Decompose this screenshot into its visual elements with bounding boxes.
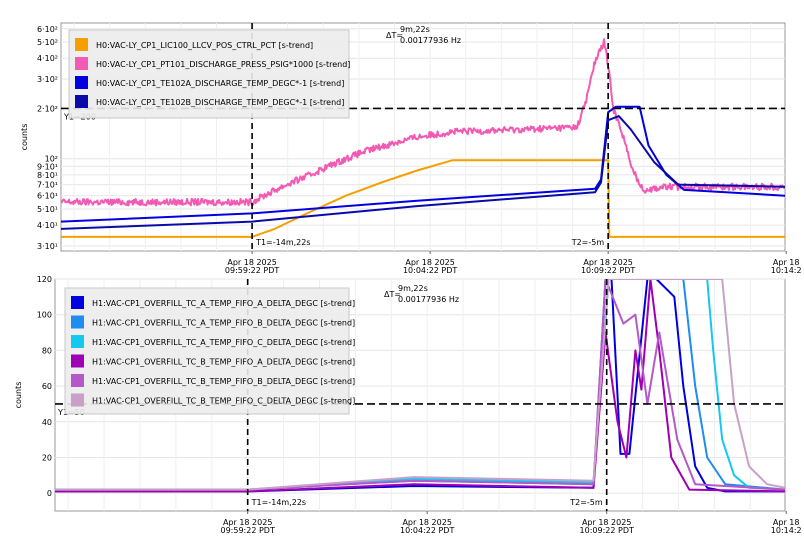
y-tick-label: 120 bbox=[37, 275, 52, 284]
t1-cursor-label: T1=-14m,22s bbox=[255, 238, 310, 247]
y-tick-label: 4·10² bbox=[37, 54, 58, 63]
y-tick-label: 10² bbox=[45, 155, 58, 164]
y-tick-label: 9·10¹ bbox=[37, 162, 58, 171]
x-tick-label: Apr 18 2025 bbox=[227, 258, 276, 267]
legend-entry: H0:VAC-LY_CP1_TE102B_DISCHARGE_TEMP_DEGC… bbox=[96, 98, 344, 107]
x-tick-label: Apr 18 2025 bbox=[223, 518, 272, 527]
x-tick-label: Apr 18 bbox=[773, 518, 800, 527]
y-tick-label: 3·10² bbox=[37, 75, 58, 84]
legend-entry: H1:VAC-CP1_OVERFILL_TC_B_TEMP_FIFO_B_DEL… bbox=[92, 377, 355, 386]
y-axis-label: counts bbox=[20, 124, 29, 151]
x-tick-label: 09:59:22 PDT bbox=[221, 526, 275, 535]
y-tick-label: 100 bbox=[37, 311, 52, 320]
legend-entry: H1:VAC-CP1_OVERFILL_TC_B_TEMP_FIFO_C_DEL… bbox=[92, 397, 355, 406]
x-tick-label: 10:14:2 bbox=[771, 266, 802, 275]
y-tick-label: 3·10¹ bbox=[37, 242, 58, 251]
series-group bbox=[61, 38, 785, 238]
legend: H0:VAC-LY_CP1_LIC100_LLCV_POS_CTRL_PCT [… bbox=[68, 29, 350, 119]
x-tick-label: 10:09:22 PDT bbox=[581, 266, 635, 275]
delta-f-value: 0.00177936 Hz bbox=[398, 295, 459, 304]
y-tick-label: 60 bbox=[42, 382, 52, 391]
legend-entry: H1:VAC-CP1_OVERFILL_TC_A_TEMP_FIFO_A_DEL… bbox=[92, 299, 355, 308]
series-line bbox=[55, 279, 785, 491]
legend-swatch[interactable] bbox=[75, 57, 88, 70]
y-tick-label: 2·10² bbox=[37, 104, 58, 113]
y-axis-label: counts bbox=[14, 382, 23, 409]
delta-t-label: ΔT= bbox=[384, 290, 401, 299]
y-tick-label: 6·10² bbox=[37, 25, 58, 34]
y-tick-label: 7·10¹ bbox=[37, 181, 58, 190]
legend-swatch[interactable] bbox=[71, 374, 84, 387]
delta-t-value: 9m,22s bbox=[398, 284, 428, 293]
delta-t-value: 9m,22s bbox=[400, 25, 430, 34]
legend-entry: H0:VAC-LY_CP1_TE102A_DISCHARGE_TEMP_DEGC… bbox=[96, 79, 344, 88]
x-tick-label: 10:04:22 PDT bbox=[400, 526, 454, 535]
legend: H1:VAC-CP1_OVERFILL_TC_A_TEMP_FIFO_A_DEL… bbox=[64, 287, 355, 415]
top-plot-panel: 6·10² 5·10² 4·10² 3·10² 2·10² 10²9·10¹8·10¹7·… bbox=[20, 22, 802, 275]
legend-box bbox=[68, 29, 350, 119]
y-tick-label: 20 bbox=[42, 453, 52, 462]
y-tick-label: 40 bbox=[42, 418, 52, 427]
series-line bbox=[55, 279, 785, 493]
t1-cursor-label: T1=-14m,22s bbox=[251, 498, 306, 507]
legend-entry: H0:VAC-LY_CP1_PT101_DISCHARGE_PRESS_PSIG… bbox=[96, 60, 350, 69]
y-tick-label: 0 bbox=[47, 489, 52, 498]
y-tick-label: 80 bbox=[42, 346, 52, 355]
legend-swatch[interactable] bbox=[71, 393, 84, 407]
y-tick-label: 5·10¹ bbox=[37, 205, 58, 214]
delta-f-value: 0.00177936 Hz bbox=[400, 36, 461, 45]
x-tick-label: Apr 18 2025 bbox=[582, 518, 631, 527]
legend-swatch[interactable] bbox=[75, 38, 88, 51]
legend-swatch[interactable] bbox=[75, 95, 88, 108]
x-tick-label: 10:04:22 PDT bbox=[403, 266, 457, 275]
t2-cursor-label: T2=-5m bbox=[571, 238, 605, 247]
legend-swatch[interactable] bbox=[71, 354, 84, 368]
legend-entry: H0:VAC-LY_CP1_LIC100_LLCV_POS_CTRL_PCT [… bbox=[96, 41, 313, 50]
series-line bbox=[61, 38, 785, 207]
x-tick-label: 10:14:2 bbox=[771, 526, 802, 535]
legend-swatch[interactable] bbox=[71, 335, 84, 348]
legend-entry: H1:VAC-CP1_OVERFILL_TC_A_TEMP_FIFO_B_DEL… bbox=[92, 319, 355, 328]
y-tick-label: 6·10¹ bbox=[37, 192, 58, 201]
legend-entry: H1:VAC-CP1_OVERFILL_TC_A_TEMP_FIFO_C_DEL… bbox=[92, 338, 355, 347]
legend-swatch[interactable] bbox=[71, 315, 84, 329]
legend-swatch[interactable] bbox=[71, 296, 84, 309]
x-tick-label: 09:59:22 PDT bbox=[225, 266, 279, 275]
legend-box bbox=[64, 287, 350, 415]
legend-entry: H1:VAC-CP1_OVERFILL_TC_B_TEMP_FIFO_A_DEL… bbox=[92, 358, 355, 367]
series-line bbox=[55, 279, 785, 491]
series-line bbox=[61, 115, 785, 230]
y-tick-label: 4·10¹ bbox=[37, 221, 58, 230]
y-tick-label: 5·10² bbox=[37, 38, 58, 47]
t2-cursor-label: T2=-5m bbox=[569, 498, 603, 507]
x-tick-label: 10:09:22 PDT bbox=[580, 526, 634, 535]
x-tick-label: Apr 18 2025 bbox=[405, 258, 454, 267]
series-group bbox=[55, 279, 785, 493]
legend-swatch[interactable] bbox=[75, 76, 88, 89]
y-tick-label: 8·10¹ bbox=[37, 171, 58, 180]
x-tick-label: Apr 18 2025 bbox=[402, 518, 451, 527]
delta-t-label: ΔT= bbox=[386, 31, 403, 40]
x-tick-label: Apr 18 bbox=[773, 258, 800, 267]
series-line bbox=[55, 279, 785, 491]
x-tick-label: Apr 18 2025 bbox=[583, 258, 632, 267]
